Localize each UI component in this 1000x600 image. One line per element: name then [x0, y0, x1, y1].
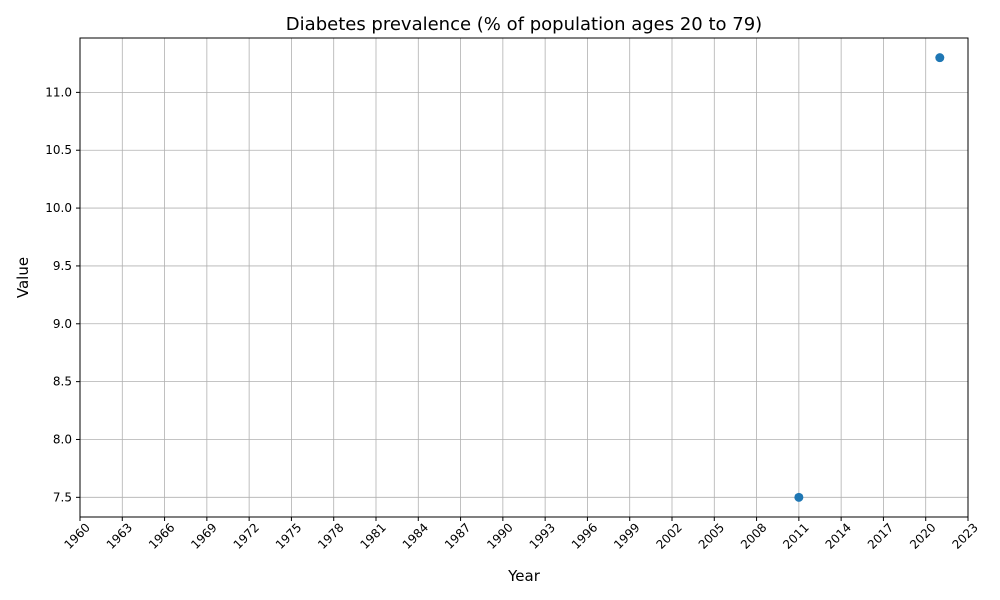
y-tick-label: 9.0: [53, 317, 72, 331]
y-tick-label: 8.5: [53, 375, 72, 389]
y-tick-label: 11.0: [45, 85, 72, 99]
y-axis-label: Value: [14, 257, 32, 298]
chart-title: Diabetes prevalence (% of population age…: [286, 14, 762, 35]
y-tick-label: 8.0: [53, 432, 72, 446]
data-point: [935, 53, 945, 63]
axes: [79, 37, 969, 518]
y-axis-ticks: 7.5 8.0 8.5 9.0 9.5 10.0 10.5 11.0: [45, 85, 80, 504]
x-axis-label: Year: [507, 567, 541, 585]
y-tick-label: 7.5: [53, 490, 72, 504]
y-tick-label: 10.0: [45, 201, 72, 215]
grid: [79, 38, 969, 517]
y-tick-label: 10.5: [45, 143, 72, 157]
y-tick-label: 9.5: [53, 259, 72, 273]
data-point: [794, 492, 804, 502]
plot-frame: [79, 37, 969, 518]
data-points: [794, 53, 945, 502]
